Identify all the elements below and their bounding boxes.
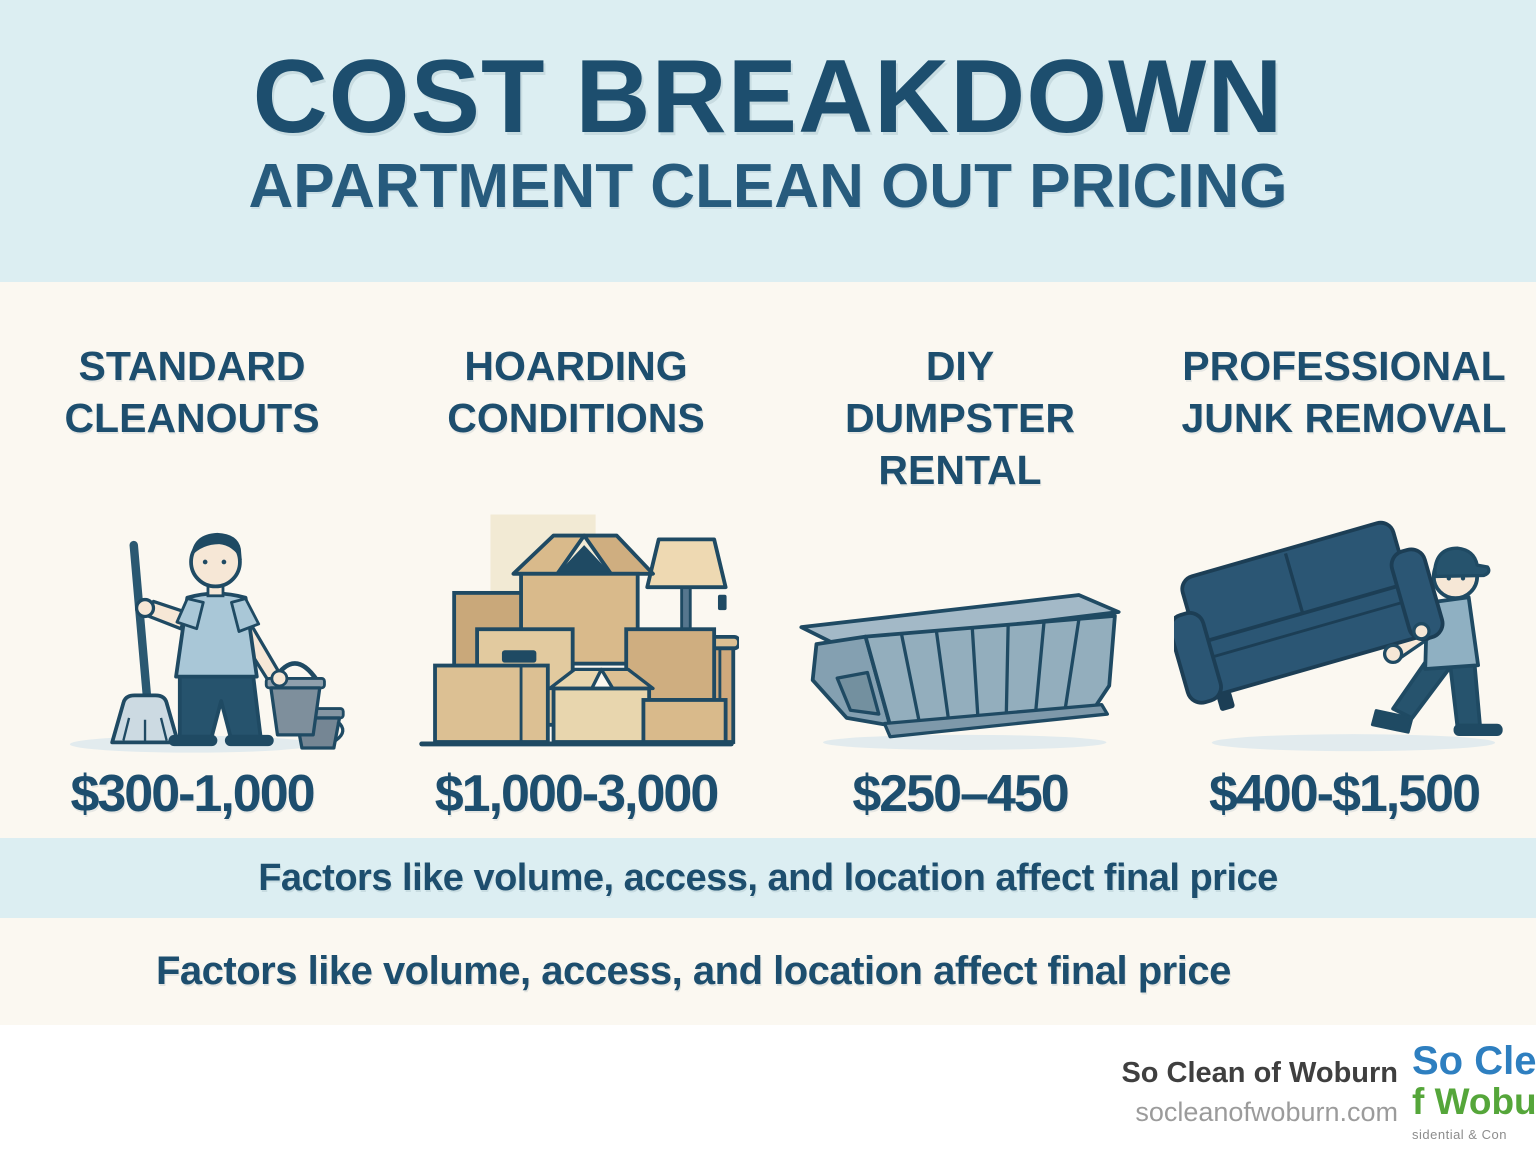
pricing-columns: STANDARD CLEANOUTS [0,282,1536,838]
column-standard-cleanouts: STANDARD CLEANOUTS [0,282,384,838]
highlight-banner-text: Factors like volume, access, and locatio… [258,856,1278,899]
column-professional-junk-removal: PROFESSIONAL JUNK REMOVAL [1152,282,1536,838]
note-strip: Factors like volume, access, and locatio… [0,918,1536,1025]
footer: So Clean of Woburn socleanofwoburn.com S… [0,1025,1536,1154]
title-band: COST BREAKDOWN APARTMENT CLEAN OUT PRICI… [0,0,1536,282]
boxes-lamp-icon [418,514,739,747]
column-heading: DIY DUMPSTER RENTAL [844,343,1076,493]
brand-block: So Clean of Woburn socleanofwoburn.com [1121,1057,1398,1128]
note-text: Factors like volume, access, and locatio… [156,949,1231,993]
boxes-illustration-wrap [414,492,739,754]
column-heading: HOARDING CONDITIONS [447,343,705,441]
highlight-banner: Factors like volume, access, and locatio… [0,838,1536,918]
price-diy-dumpster-rental: $250–450 [852,765,1069,823]
brand-name: So Clean of Woburn [1121,1057,1398,1089]
logo-text-green: f Wobu [1412,1081,1536,1122]
logo-tagline: sidential & Con [1412,1127,1507,1142]
company-logo: So Cle f Wobu sidential & Con [1412,1041,1536,1141]
dumpster-icon [799,593,1121,750]
cleaner-illustration-wrap [37,492,347,754]
dumpster-illustration-wrap [790,492,1130,754]
column-diy-dumpster-rental: DIY DUMPSTER RENTAL $250–450 [768,282,1152,838]
column-heading: PROFESSIONAL JUNK REMOVAL [1181,343,1507,441]
mover-illustration-wrap [1174,492,1514,754]
cleaner-broom-buckets-icon [69,532,345,753]
price-standard-cleanouts: $300-1,000 [70,765,315,823]
mover-couch-icon [1174,520,1503,752]
price-hoarding-conditions: $1,000-3,000 [434,765,719,823]
page-title: COST BREAKDOWN [252,39,1284,155]
column-hoarding-conditions: HOARDING CONDITIONS [384,282,768,838]
column-heading: STANDARD CLEANOUTS [64,343,320,441]
website-text: socleanofwoburn.com [1135,1097,1398,1127]
price-professional-junk-removal: $400-$1,500 [1208,765,1481,823]
page-subtitle: APARTMENT CLEAN OUT PRICING [248,152,1288,221]
logo-text-blue: So Cle [1412,1039,1536,1083]
